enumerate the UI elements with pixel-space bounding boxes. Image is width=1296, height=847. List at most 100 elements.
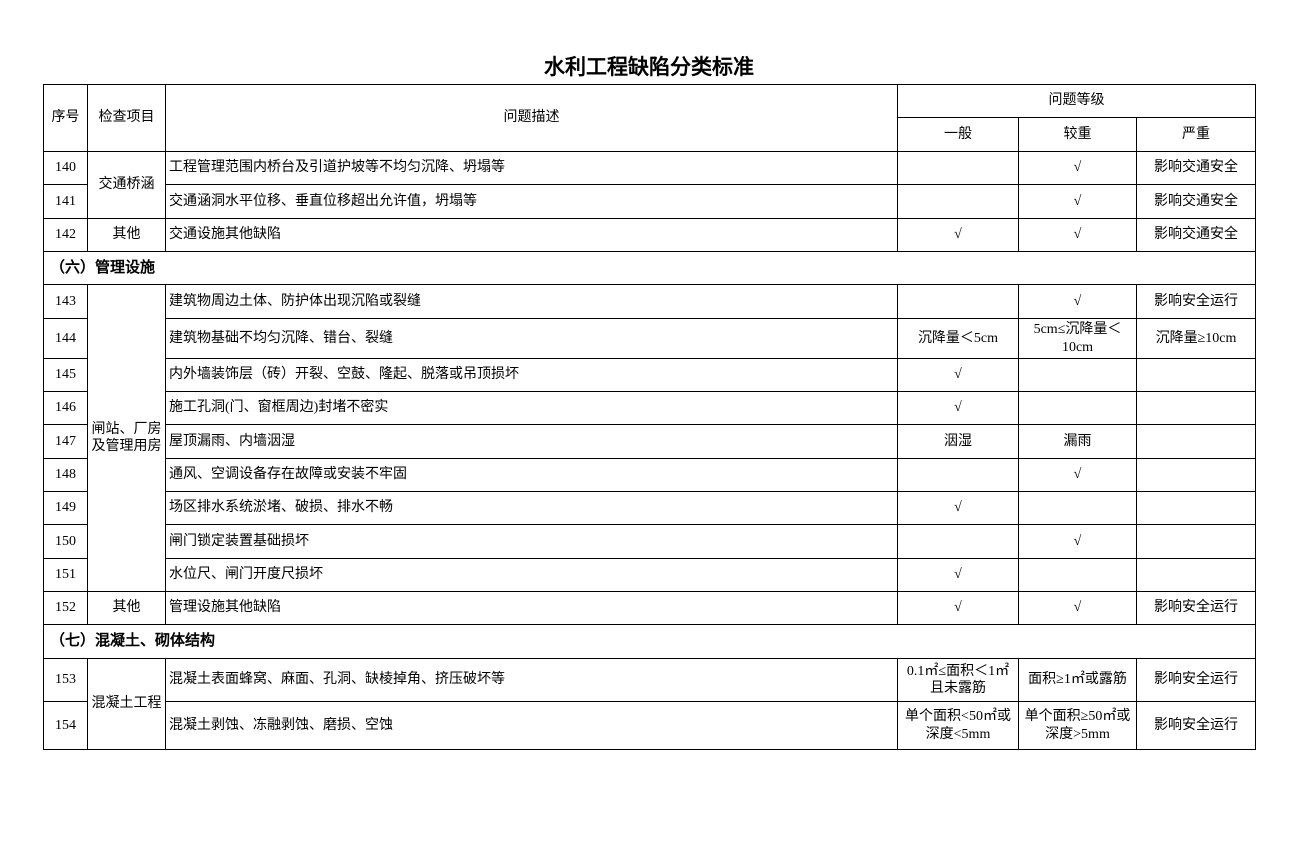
level-major-cell: √ — [1018, 151, 1137, 185]
level-severe-cell — [1136, 424, 1256, 459]
level-major-cell: 5cm≤沉降量＜10cm — [1018, 318, 1137, 359]
category-cell-other-traffic: 其他 — [87, 218, 166, 252]
level-general-cell — [897, 524, 1019, 559]
header-row-1: 序号 检查项目 问题描述 问题等级 — [43, 84, 1256, 152]
table-row-140: 140 交通桥涵 工程管理范围内桥台及引道护坡等不均匀沉降、坍塌等 √ 影响交通… — [43, 151, 1256, 219]
table-row-147: 147 屋顶漏雨、内墙洇湿 洇湿 漏雨 — [43, 424, 1256, 459]
table-row-141: 141 交通涵洞水平位移、垂直位移超出允许值，坍塌等 √ 影响交通安全 — [43, 184, 1256, 219]
level-general-cell — [897, 151, 1019, 185]
table-row-153: 153 混凝土工程 混凝土表面蜂窝、麻面、孔洞、缺棱掉角、挤压破坏等 0.1㎡≤… — [43, 658, 1256, 750]
section-title: （七）混凝土、砌体结构 — [43, 624, 1256, 659]
table-row-144: 144 建筑物基础不均匀沉降、错台、裂缝 沉降量＜5cm 5cm≤沉降量＜10c… — [43, 318, 1256, 359]
description-cell: 建筑物基础不均匀沉降、错台、裂缝 — [165, 318, 898, 359]
level-major-cell — [1018, 558, 1137, 592]
serial-cell: 154 — [43, 701, 88, 750]
description-cell: 内外墙装饰层（砖）开裂、空鼓、隆起、脱落或吊顶损坏 — [165, 358, 898, 392]
table-row-145: 145 内外墙装饰层（砖）开裂、空鼓、隆起、脱落或吊顶损坏 √ — [43, 358, 1256, 392]
header-index: 序号 — [43, 84, 88, 152]
table-row-154: 154 混凝土剥蚀、冻融剥蚀、磨损、空蚀 单个面积<50㎡或深度<5mm 单个面… — [43, 701, 1256, 750]
level-severe-cell: 影响安全运行 — [1136, 701, 1256, 750]
level-severe-cell: 沉降量≥10cm — [1136, 318, 1256, 359]
header-level-group: 问题等级 — [897, 84, 1256, 118]
table-row-149: 149 场区排水系统淤堵、破损、排水不畅 √ — [43, 491, 1256, 525]
level-severe-cell: 影响交通安全 — [1136, 184, 1256, 219]
level-severe-cell: 影响安全运行 — [1136, 284, 1256, 319]
serial-cell: 142 — [43, 218, 88, 252]
level-general-cell: 洇湿 — [897, 424, 1019, 459]
header-level-major: 较重 — [1018, 117, 1137, 152]
description-cell: 交通涵洞水平位移、垂直位移超出允许值，坍塌等 — [165, 184, 898, 219]
description-cell: 建筑物周边土体、防护体出现沉陷或裂缝 — [165, 284, 898, 319]
header-level-general: 一般 — [897, 117, 1019, 152]
level-severe-cell — [1136, 491, 1256, 525]
description-cell: 场区排水系统淤堵、破损、排水不畅 — [165, 491, 898, 525]
level-severe-cell — [1136, 358, 1256, 392]
serial-cell: 143 — [43, 284, 88, 319]
level-general-cell: √ — [897, 491, 1019, 525]
serial-cell: 141 — [43, 184, 88, 219]
level-general-cell: √ — [897, 591, 1019, 625]
category-cell-other-mgmt: 其他 — [87, 591, 166, 625]
page-title: 水利工程缺陷分类标准 — [544, 56, 754, 79]
level-general-cell — [897, 184, 1019, 219]
category-cell-concrete-works: 混凝土工程 — [87, 658, 166, 750]
table-row-148: 148 通风、空调设备存在故障或安装不牢固 √ — [43, 458, 1256, 492]
section-header-6: （六）管理设施 — [43, 251, 1256, 285]
level-general-cell: 单个面积<50㎡或深度<5mm — [897, 701, 1019, 750]
header-category: 检查项目 — [87, 84, 166, 152]
level-severe-cell — [1136, 558, 1256, 592]
table-row-146: 146 施工孔洞(门、窗框周边)封堵不密实 √ — [43, 391, 1256, 425]
table-row-152: 152 其他 管理设施其他缺陷 √ √ 影响安全运行 — [43, 591, 1256, 625]
level-general-cell: √ — [897, 358, 1019, 392]
category-cell-bridge-culvert: 交通桥涵 — [87, 151, 166, 219]
description-cell: 混凝土剥蚀、冻融剥蚀、磨损、空蚀 — [165, 701, 898, 750]
serial-cell: 144 — [43, 318, 88, 359]
level-severe-cell — [1136, 524, 1256, 559]
level-general-cell: √ — [897, 218, 1019, 252]
description-cell: 管理设施其他缺陷 — [165, 591, 898, 625]
level-major-cell: 漏雨 — [1018, 424, 1137, 459]
level-general-cell — [897, 284, 1019, 319]
description-cell: 施工孔洞(门、窗框周边)封堵不密实 — [165, 391, 898, 425]
level-major-cell — [1018, 391, 1137, 425]
table-row-143: 143 闸站、厂房及管理用房 建筑物周边土体、防护体出现沉陷或裂缝 √ 影响安全… — [43, 284, 1256, 592]
section-title: （六）管理设施 — [43, 251, 1256, 285]
level-severe-cell: 影响安全运行 — [1136, 591, 1256, 625]
level-major-cell: √ — [1018, 524, 1137, 559]
level-general-cell: 0.1㎡≤面积＜1㎡且未露筋 — [897, 658, 1019, 702]
description-cell: 通风、空调设备存在故障或安装不牢固 — [165, 458, 898, 492]
serial-cell: 140 — [43, 151, 88, 185]
level-major-cell: 面积≥1㎡或露筋 — [1018, 658, 1137, 702]
table-row-142: 142 其他 交通设施其他缺陷 √ √ 影响交通安全 — [43, 218, 1256, 252]
section-header-7: （七）混凝土、砌体结构 — [43, 624, 1256, 659]
level-severe-cell: 影响交通安全 — [1136, 218, 1256, 252]
level-major-cell: √ — [1018, 458, 1137, 492]
serial-cell: 149 — [43, 491, 88, 525]
serial-cell: 147 — [43, 424, 88, 459]
level-severe-cell: 影响交通安全 — [1136, 151, 1256, 185]
description-cell: 交通设施其他缺陷 — [165, 218, 898, 252]
description-cell: 混凝土表面蜂窝、麻面、孔洞、缺棱掉角、挤压破坏等 — [165, 658, 898, 702]
level-general-cell — [897, 458, 1019, 492]
header-level-severe: 严重 — [1136, 117, 1256, 152]
level-major-cell: √ — [1018, 184, 1137, 219]
level-major-cell — [1018, 358, 1137, 392]
level-general-cell: √ — [897, 391, 1019, 425]
serial-cell: 153 — [43, 658, 88, 702]
defect-classification-table: 序号 检查项目 问题描述 问题等级 一般 较重 严重 140 交通桥涵 工程管理… — [43, 84, 1256, 750]
level-general-cell: √ — [897, 558, 1019, 592]
description-cell: 屋顶漏雨、内墙洇湿 — [165, 424, 898, 459]
level-major-cell: 单个面积≥50㎡或深度>5mm — [1018, 701, 1137, 750]
description-cell: 水位尺、闸门开度尺损坏 — [165, 558, 898, 592]
table-row-151: 151 水位尺、闸门开度尺损坏 √ — [43, 558, 1256, 592]
serial-cell: 151 — [43, 558, 88, 592]
category-cell-gate-station: 闸站、厂房及管理用房 — [87, 284, 166, 592]
level-general-cell: 沉降量＜5cm — [897, 318, 1019, 359]
serial-cell: 145 — [43, 358, 88, 392]
header-description: 问题描述 — [165, 84, 898, 152]
level-severe-cell — [1136, 391, 1256, 425]
serial-cell: 150 — [43, 524, 88, 559]
table-row-150: 150 闸门锁定装置基础损坏 √ — [43, 524, 1256, 559]
level-major-cell: √ — [1018, 591, 1137, 625]
description-cell: 闸门锁定装置基础损坏 — [165, 524, 898, 559]
